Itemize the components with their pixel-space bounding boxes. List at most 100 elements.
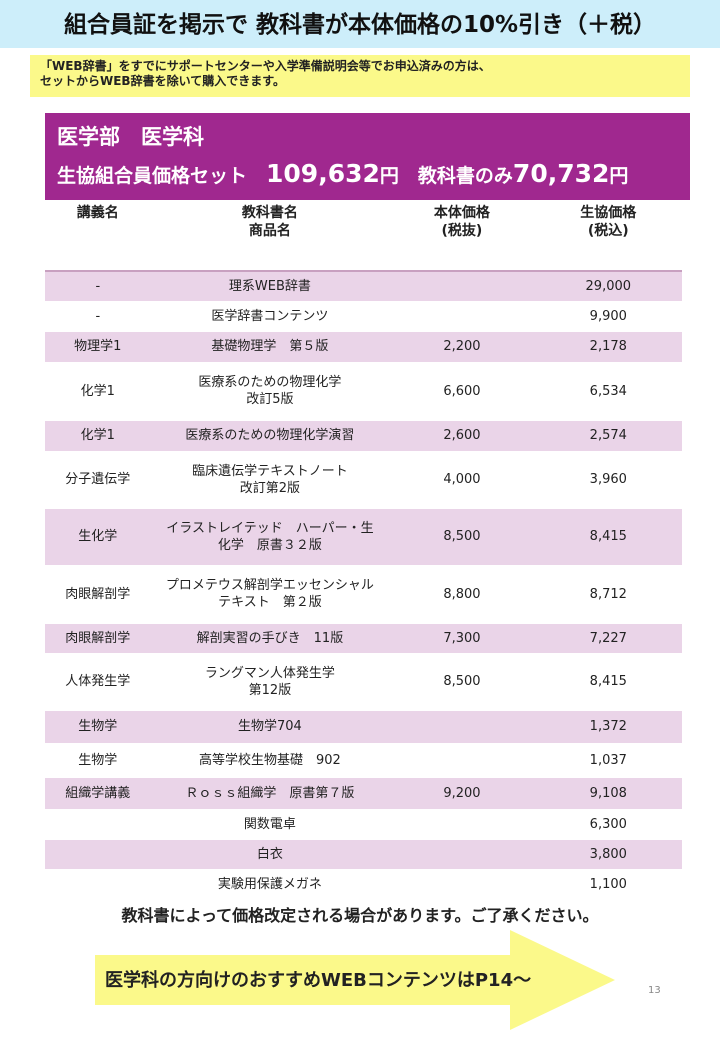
table-row: 生物学 生物学704 1,372 — [45, 710, 682, 744]
column-header-line: 教科書名 — [241, 205, 298, 221]
lecture-name: 肉眼解剖学 — [45, 623, 151, 654]
table-row: 生化学 イラストレイテッド ハーパー・生 化学 原書３２版 8,500 8,415 — [45, 508, 682, 566]
table-row: - 理系WEB辞書 29,000 — [45, 271, 682, 302]
lecture-name: 組織学講義 — [45, 777, 151, 810]
books-only-price: 70,732 — [512, 159, 610, 188]
lecture-name: 化学1 — [45, 362, 151, 421]
coop-price: 8,712 — [534, 565, 682, 624]
list-price: 8,500 — [389, 508, 535, 566]
book-name: 基礎物理学 第５版 — [150, 331, 390, 363]
coop-price: 1,100 — [534, 869, 682, 900]
list-price — [389, 301, 535, 332]
coop-price: 3,800 — [534, 839, 682, 870]
lecture-name: 分子遺伝学 — [45, 451, 151, 509]
lecture-name: 生化学 — [45, 508, 151, 566]
table-row: 化学1 医療系のための物理化学 改訂5版 6,600 6,534 — [45, 362, 682, 421]
list-price: 9,200 — [389, 777, 535, 810]
department-name: 医学部 医学科 — [57, 125, 204, 149]
list-price — [389, 839, 535, 870]
book-name: イラストレイテッド ハーパー・生 化学 原書３２版 — [150, 508, 390, 566]
column-header: 講義名 — [45, 200, 151, 272]
notice-line: セットからWEB辞書を除いて購入できます。 — [40, 74, 286, 88]
coop-price: 1,372 — [534, 710, 682, 744]
lecture-name — [45, 839, 151, 870]
coop-price: 9,108 — [534, 777, 682, 810]
lecture-name: 肉眼解剖学 — [45, 565, 151, 624]
yen: 円 — [609, 165, 629, 187]
lecture-name — [45, 869, 151, 900]
list-price: 7,300 — [389, 623, 535, 654]
textbook-table: 講義名 教科書名商品名 本体価格 (税抜) 生協価格 (税込) - 理系WEB辞書 29,00… — [45, 200, 682, 900]
book-name: 理系WEB辞書 — [150, 271, 390, 302]
book-name: 解剖実習の手びき 11版 — [150, 623, 390, 654]
list-price — [389, 743, 535, 778]
page-title: 組合員証を掲示で 教科書が本体価格の10%引き（＋税） — [0, 0, 720, 48]
lecture-name: - — [45, 301, 151, 332]
book-name: プロメテウス解剖学エッセンシャル テキスト 第２版 — [150, 565, 390, 624]
book-name: 医学辞書コンテンツ — [150, 301, 390, 332]
table-row: 生物学 高等学校生物基礎 902 1,037 — [45, 743, 682, 778]
recommended-web-content-link: 医学科の方向けのおすすめWEBコンテンツはP14～ — [105, 970, 532, 991]
coop-price: 29,000 — [534, 271, 682, 302]
table-row: - 医学辞書コンテンツ 9,900 — [45, 301, 682, 332]
table-row: 白衣 3,800 — [45, 839, 682, 870]
book-name: 臨床遺伝学テキストノート 改訂第2版 — [150, 451, 390, 509]
coop-price: 6,534 — [534, 362, 682, 421]
list-price — [389, 869, 535, 900]
column-header: 本体価格 (税抜) — [389, 200, 535, 272]
list-price — [389, 271, 535, 302]
column-header-line: 講義名 — [76, 205, 119, 221]
table-row: 人体発生学 ラングマン人体発生学 第12版 8,500 8,415 — [45, 653, 682, 711]
lecture-name: 人体発生学 — [45, 653, 151, 711]
list-price — [389, 710, 535, 744]
web-dictionary-notice: 「WEB辞書」をすでにサポートセンターや入学準備説明会等でお申込済みの方は、 セ… — [30, 55, 690, 97]
table-row: 組織学講義 Ｒｏｓｓ組織学 原書第７版 9,200 9,108 — [45, 777, 682, 810]
books-only-label: 教科書のみ — [398, 165, 513, 187]
notice-line: 「WEB辞書」をすでにサポートセンターや入学準備説明会等でお申込済みの方は、 — [40, 59, 491, 73]
lecture-name: 化学1 — [45, 420, 151, 452]
book-name: 関数電卓 — [150, 809, 390, 840]
list-price: 2,200 — [389, 331, 535, 363]
column-header-line: 商品名 — [248, 223, 291, 239]
book-name: Ｒｏｓｓ組織学 原書第７版 — [150, 777, 390, 810]
coop-price: 7,227 — [534, 623, 682, 654]
lecture-name — [45, 809, 151, 840]
list-price — [389, 809, 535, 840]
table-row: 関数電卓 6,300 — [45, 809, 682, 840]
book-name: 白衣 — [150, 839, 390, 870]
coop-price: 9,900 — [534, 301, 682, 332]
column-header-line: 本体価格 — [433, 205, 490, 221]
column-header-line: (税込) — [587, 223, 629, 239]
set-price-line: 生協組合員価格セット 109,632円 教科書のみ70,732円 — [57, 159, 628, 188]
lecture-name: 生物学 — [45, 710, 151, 744]
column-header-line: 生協価格 — [580, 205, 637, 221]
coop-price: 3,960 — [534, 451, 682, 509]
table-row: 分子遺伝学 臨床遺伝学テキストノート 改訂第2版 4,000 3,960 — [45, 451, 682, 509]
list-price: 8,800 — [389, 565, 535, 624]
table-row: 肉眼解剖学 解剖実習の手びき 11版 7,300 7,227 — [45, 623, 682, 654]
coop-price: 2,574 — [534, 420, 682, 452]
page-number: 13 — [648, 985, 661, 996]
book-name: 実験用保護メガネ — [150, 869, 390, 900]
book-name: ラングマン人体発生学 第12版 — [150, 653, 390, 711]
coop-price: 2,178 — [534, 331, 682, 363]
list-price: 2,600 — [389, 420, 535, 452]
book-name: 医療系のための物理化学演習 — [150, 420, 390, 452]
table-row: 物理学1 基礎物理学 第５版 2,200 2,178 — [45, 331, 682, 363]
department-banner: 医学部 医学科 生協組合員価格セット 109,632円 教科書のみ70,732円 — [45, 113, 690, 200]
table-row: 肉眼解剖学 プロメテウス解剖学エッセンシャル テキスト 第２版 8,800 8,712 — [45, 565, 682, 624]
list-price: 6,600 — [389, 362, 535, 421]
price-revision-note: 教科書によって価格改定される場合があります。ご了承ください。 — [121, 906, 599, 925]
book-name: 高等学校生物基礎 902 — [150, 743, 390, 778]
lecture-name: 生物学 — [45, 743, 151, 778]
list-price: 8,500 — [389, 653, 535, 711]
column-header: 教科書名 商品名 — [150, 200, 390, 272]
coop-price: 6,300 — [534, 809, 682, 840]
coop-price: 1,037 — [534, 743, 682, 778]
book-name: 生物学704 — [150, 710, 390, 744]
column-header-line: (税抜) — [441, 223, 483, 239]
table-row: 化学1 医療系のための物理化学演習 2,600 2,574 — [45, 420, 682, 452]
table-row: 実験用保護メガネ 1,100 — [45, 869, 682, 900]
list-price: 4,000 — [389, 451, 535, 509]
coop-price: 8,415 — [534, 508, 682, 566]
